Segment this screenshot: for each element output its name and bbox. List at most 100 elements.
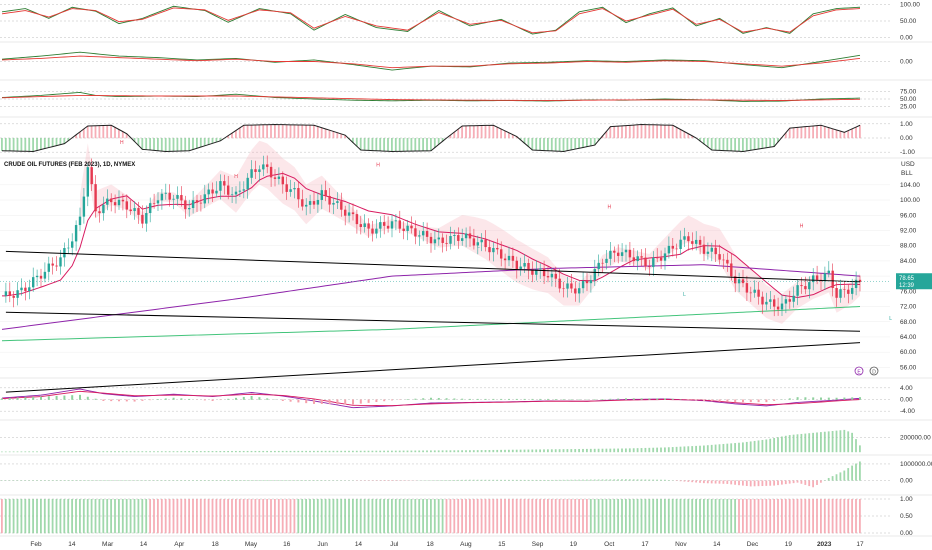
- volume-bar: [558, 449, 561, 453]
- trend-strength-bar: [831, 499, 834, 534]
- trend-strength-bar: [274, 499, 276, 534]
- candle-body: [437, 237, 440, 240]
- momentum-bar: [254, 480, 257, 481]
- candle-body: [656, 257, 659, 259]
- cycle-bar: [437, 138, 440, 145]
- volume-bar: [410, 450, 413, 453]
- volume-bar: [67, 451, 70, 453]
- momentum-bar: [667, 480, 670, 481]
- trend-strength-bar: [102, 499, 105, 534]
- macd-hist-bar: [1, 398, 3, 400]
- cycle-bar: [601, 135, 604, 139]
- momentum-bar: [808, 480, 811, 487]
- earnings-icon[interactable]: [854, 366, 864, 376]
- volume-bar: [808, 433, 811, 453]
- trend-strength-bar: [270, 499, 272, 534]
- candle-body: [425, 231, 429, 237]
- momentum-bar: [98, 480, 101, 481]
- trend-strength-bar: [726, 499, 729, 534]
- trend-strength-bar: [24, 499, 27, 534]
- trend-strength-bar: [32, 499, 34, 534]
- volume-bar: [543, 449, 545, 453]
- trend-strength-bar: [465, 499, 467, 534]
- trend-strength-bar: [157, 499, 159, 534]
- cycle-bar: [492, 125, 495, 139]
- momentum-bar: [531, 479, 534, 481]
- cycle-bar: [519, 138, 522, 141]
- volume-bar: [437, 450, 440, 453]
- candle-body: [90, 167, 93, 185]
- momentum-bar: [636, 479, 639, 481]
- candle-body: [106, 198, 109, 205]
- candle-body: [480, 239, 483, 243]
- trend-strength-bar: [628, 499, 631, 534]
- cycle-bar: [106, 125, 109, 139]
- momentum-bar: [235, 480, 237, 481]
- trend-strength-bar: [98, 499, 101, 534]
- macd-hist-bar: [601, 399, 604, 400]
- candle-body: [386, 225, 390, 229]
- volume-bar: [632, 448, 635, 453]
- momentum-bar: [285, 480, 288, 481]
- trend-strength-bar: [348, 499, 350, 534]
- trend-strength-bar: [207, 499, 210, 534]
- candle-body: [593, 269, 596, 281]
- volume-bar: [55, 451, 58, 453]
- momentum-bar: [738, 480, 740, 486]
- trend-strength-bar: [426, 499, 428, 534]
- cycle-bar: [371, 138, 374, 151]
- candle-body: [765, 301, 768, 305]
- candle-body: [468, 233, 472, 239]
- momentum-bar: [441, 480, 444, 481]
- trend-strength-bar: [835, 499, 838, 534]
- cycle-bar: [675, 127, 678, 139]
- cycle-bar: [488, 125, 491, 139]
- cycle-bar: [313, 125, 315, 139]
- cycle-bar: [24, 138, 27, 152]
- candle-body: [827, 270, 830, 274]
- cycle-bar: [706, 138, 709, 148]
- trend-strength-bar: [636, 499, 639, 534]
- momentum-bar: [847, 468, 850, 481]
- macd-hist-bar: [164, 398, 167, 400]
- trend-strength-bar: [578, 499, 580, 534]
- volume-bar: [726, 443, 729, 453]
- momentum-bar: [656, 479, 658, 481]
- cycle-bar: [566, 138, 569, 151]
- trend-strength-bar: [675, 499, 678, 534]
- trend-strength-bar: [445, 499, 448, 534]
- candle-body: [347, 212, 351, 216]
- momentum-bar: [851, 465, 853, 481]
- momentum-bar: [777, 480, 779, 486]
- cycle-bar: [508, 132, 510, 139]
- dividend-icon[interactable]: [869, 366, 879, 376]
- cycle-bar: [172, 138, 175, 152]
- trend-strength-bar: [106, 499, 109, 534]
- momentum-bar: [492, 479, 495, 481]
- macd-hist-bar: [609, 398, 612, 400]
- candle-body: [308, 201, 312, 205]
- cycle-bar: [769, 138, 772, 148]
- volume-bar: [355, 450, 358, 453]
- candle-body: [788, 299, 791, 302]
- y-tick-label: 200000.00: [900, 434, 931, 441]
- momentum-bar: [640, 479, 643, 481]
- candle-body: [98, 211, 101, 214]
- candle-body: [238, 190, 242, 192]
- volume-bar: [79, 451, 81, 453]
- cycle-bar: [12, 138, 15, 152]
- y-tick-label: 64.00: [900, 334, 917, 341]
- trend-strength-bar: [808, 499, 811, 534]
- volume-bar: [406, 450, 409, 453]
- candle-body: [515, 260, 518, 270]
- candle-body: [219, 181, 222, 191]
- unit-label: BLL: [901, 170, 913, 177]
- candle-body: [125, 201, 128, 210]
- trend-strength-bar: [539, 499, 541, 534]
- momentum-bar: [609, 479, 612, 481]
- cycle-bar: [82, 128, 85, 139]
- cycle-bar: [816, 125, 818, 139]
- momentum-bar: [597, 479, 600, 481]
- y-tick-label: 88.00: [900, 243, 917, 250]
